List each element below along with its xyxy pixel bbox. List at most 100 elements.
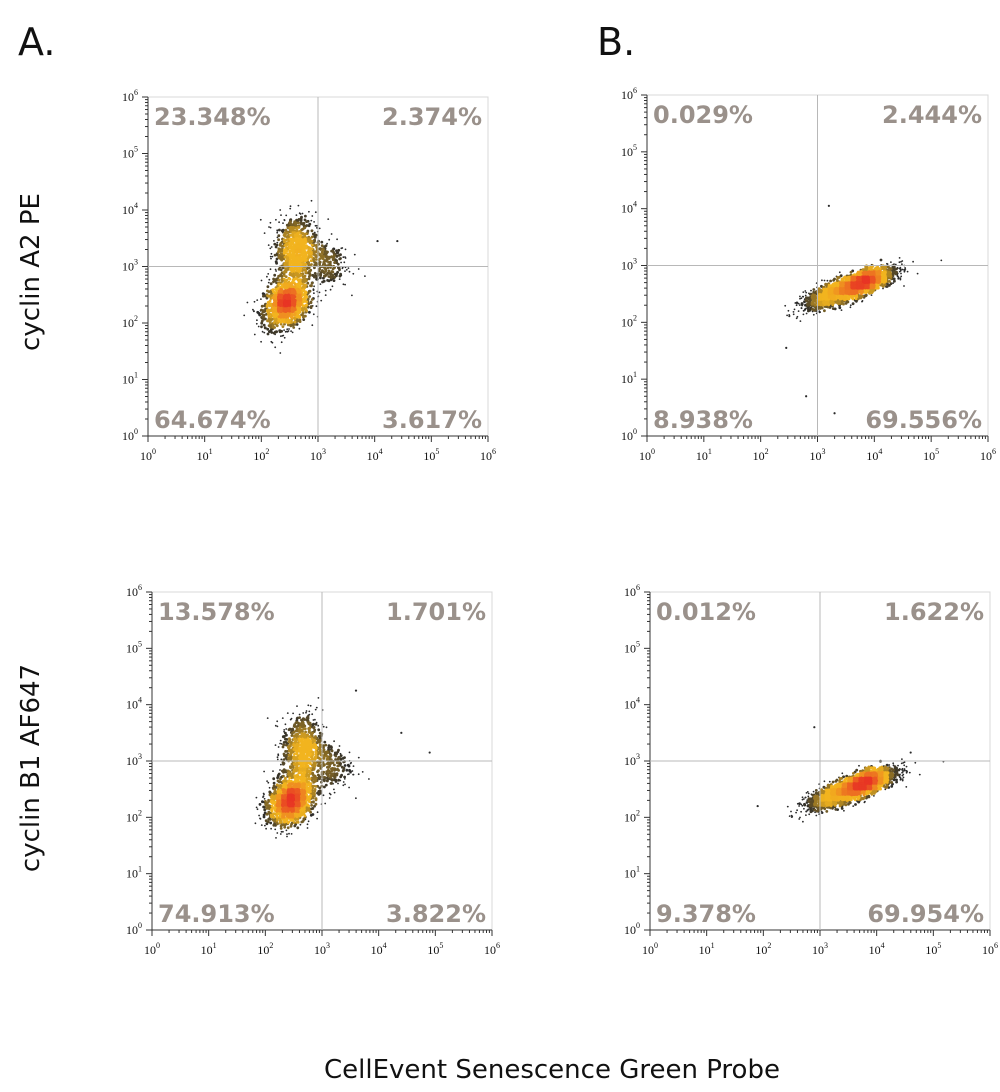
- event-point: [320, 254, 323, 258]
- event-point: [277, 278, 281, 282]
- event-point: [313, 285, 315, 288]
- event-point: [266, 289, 269, 293]
- x-tick-label: 105: [923, 447, 939, 463]
- event-point: [299, 243, 303, 247]
- event-point: [303, 256, 307, 260]
- event-point: [261, 313, 265, 317]
- event-point: [903, 285, 905, 287]
- quadrant-label-lower-right: 3.617%: [382, 406, 482, 434]
- event-point: [302, 288, 306, 292]
- event-point: [900, 260, 902, 263]
- event-point: [861, 300, 863, 303]
- event-point: [310, 229, 314, 233]
- event-point: [311, 324, 314, 327]
- event-point: [285, 330, 288, 333]
- event-point: [268, 330, 271, 333]
- event-point: [299, 278, 302, 282]
- event-point: [310, 199, 313, 202]
- y-tick-label: 106: [621, 86, 637, 102]
- event-point: [269, 268, 272, 271]
- event-point: [288, 226, 292, 230]
- event-point: [290, 237, 294, 241]
- event-point: [300, 307, 304, 311]
- event-point: [870, 294, 873, 296]
- event-point: [315, 275, 318, 279]
- event-point: [272, 331, 276, 335]
- event-point: [283, 240, 286, 244]
- event-point: [306, 229, 310, 233]
- event-point: [846, 282, 850, 286]
- event-point: [337, 248, 341, 252]
- event-point: [290, 253, 294, 257]
- event-point: [865, 284, 869, 287]
- event-point: [262, 323, 266, 327]
- event-point: [916, 272, 919, 275]
- event-point: [320, 299, 323, 302]
- event-point: [315, 305, 318, 308]
- event-point: [314, 233, 318, 237]
- event-point: [280, 294, 284, 298]
- event-point: [272, 304, 276, 307]
- event-point: [844, 290, 848, 294]
- event-point: [269, 221, 272, 224]
- event-point: [877, 280, 881, 284]
- event-point: [786, 314, 788, 317]
- event-point: [295, 214, 298, 217]
- event-point: [333, 275, 337, 279]
- event-point: [881, 283, 884, 287]
- event-point: [325, 258, 329, 262]
- event-point: [310, 235, 314, 239]
- event-point: [335, 261, 339, 265]
- event-point: [293, 290, 297, 294]
- event-point: [288, 300, 291, 304]
- x-tick-label: 106: [480, 447, 496, 463]
- event-point: [276, 241, 279, 244]
- event-point: [313, 221, 315, 223]
- event-point: [802, 313, 805, 316]
- event-point: [804, 290, 807, 292]
- event-point: [268, 309, 272, 313]
- event-point: [336, 251, 340, 255]
- event-point: [338, 274, 342, 278]
- y-tick-label: 104: [122, 201, 138, 217]
- event-point: [310, 284, 313, 288]
- event-point: [267, 281, 270, 284]
- event-point: [835, 291, 839, 295]
- event-point: [302, 283, 305, 286]
- event-point: [344, 256, 346, 258]
- event-point: [303, 246, 307, 249]
- event-point: [841, 283, 844, 287]
- event-point: [805, 291, 808, 294]
- event-point: [329, 278, 333, 282]
- event-point: [270, 257, 272, 260]
- x-tick-label: 103: [310, 447, 326, 463]
- event-point: [313, 253, 316, 257]
- event-point: [284, 228, 288, 232]
- event-point: [322, 248, 325, 252]
- row-label-cyclin-b1: cyclin B1 AF647: [16, 664, 46, 872]
- event-point: [849, 270, 853, 274]
- y-tick-label: 106: [122, 88, 138, 104]
- event-point: [324, 289, 327, 292]
- event-point: [282, 222, 284, 225]
- event-point: [308, 210, 310, 213]
- x-tick-label: 104: [866, 447, 882, 463]
- event-point: [895, 270, 898, 274]
- event-point: [886, 263, 889, 265]
- event-point: [897, 277, 900, 280]
- event-point: [810, 289, 812, 292]
- event-point: [308, 310, 311, 314]
- quadrant-label-upper-right: 2.374%: [382, 103, 482, 131]
- event-point: [312, 313, 315, 316]
- event-point: [320, 244, 324, 248]
- event-point: [310, 219, 313, 222]
- event-point: [818, 307, 822, 310]
- event-point: [299, 213, 302, 215]
- event-point: [906, 270, 909, 273]
- event-point: [904, 268, 907, 270]
- event-point: [306, 267, 309, 270]
- event-point: [313, 275, 316, 279]
- event-point: [872, 275, 875, 279]
- event-point: [813, 303, 817, 307]
- event-point: [898, 257, 901, 259]
